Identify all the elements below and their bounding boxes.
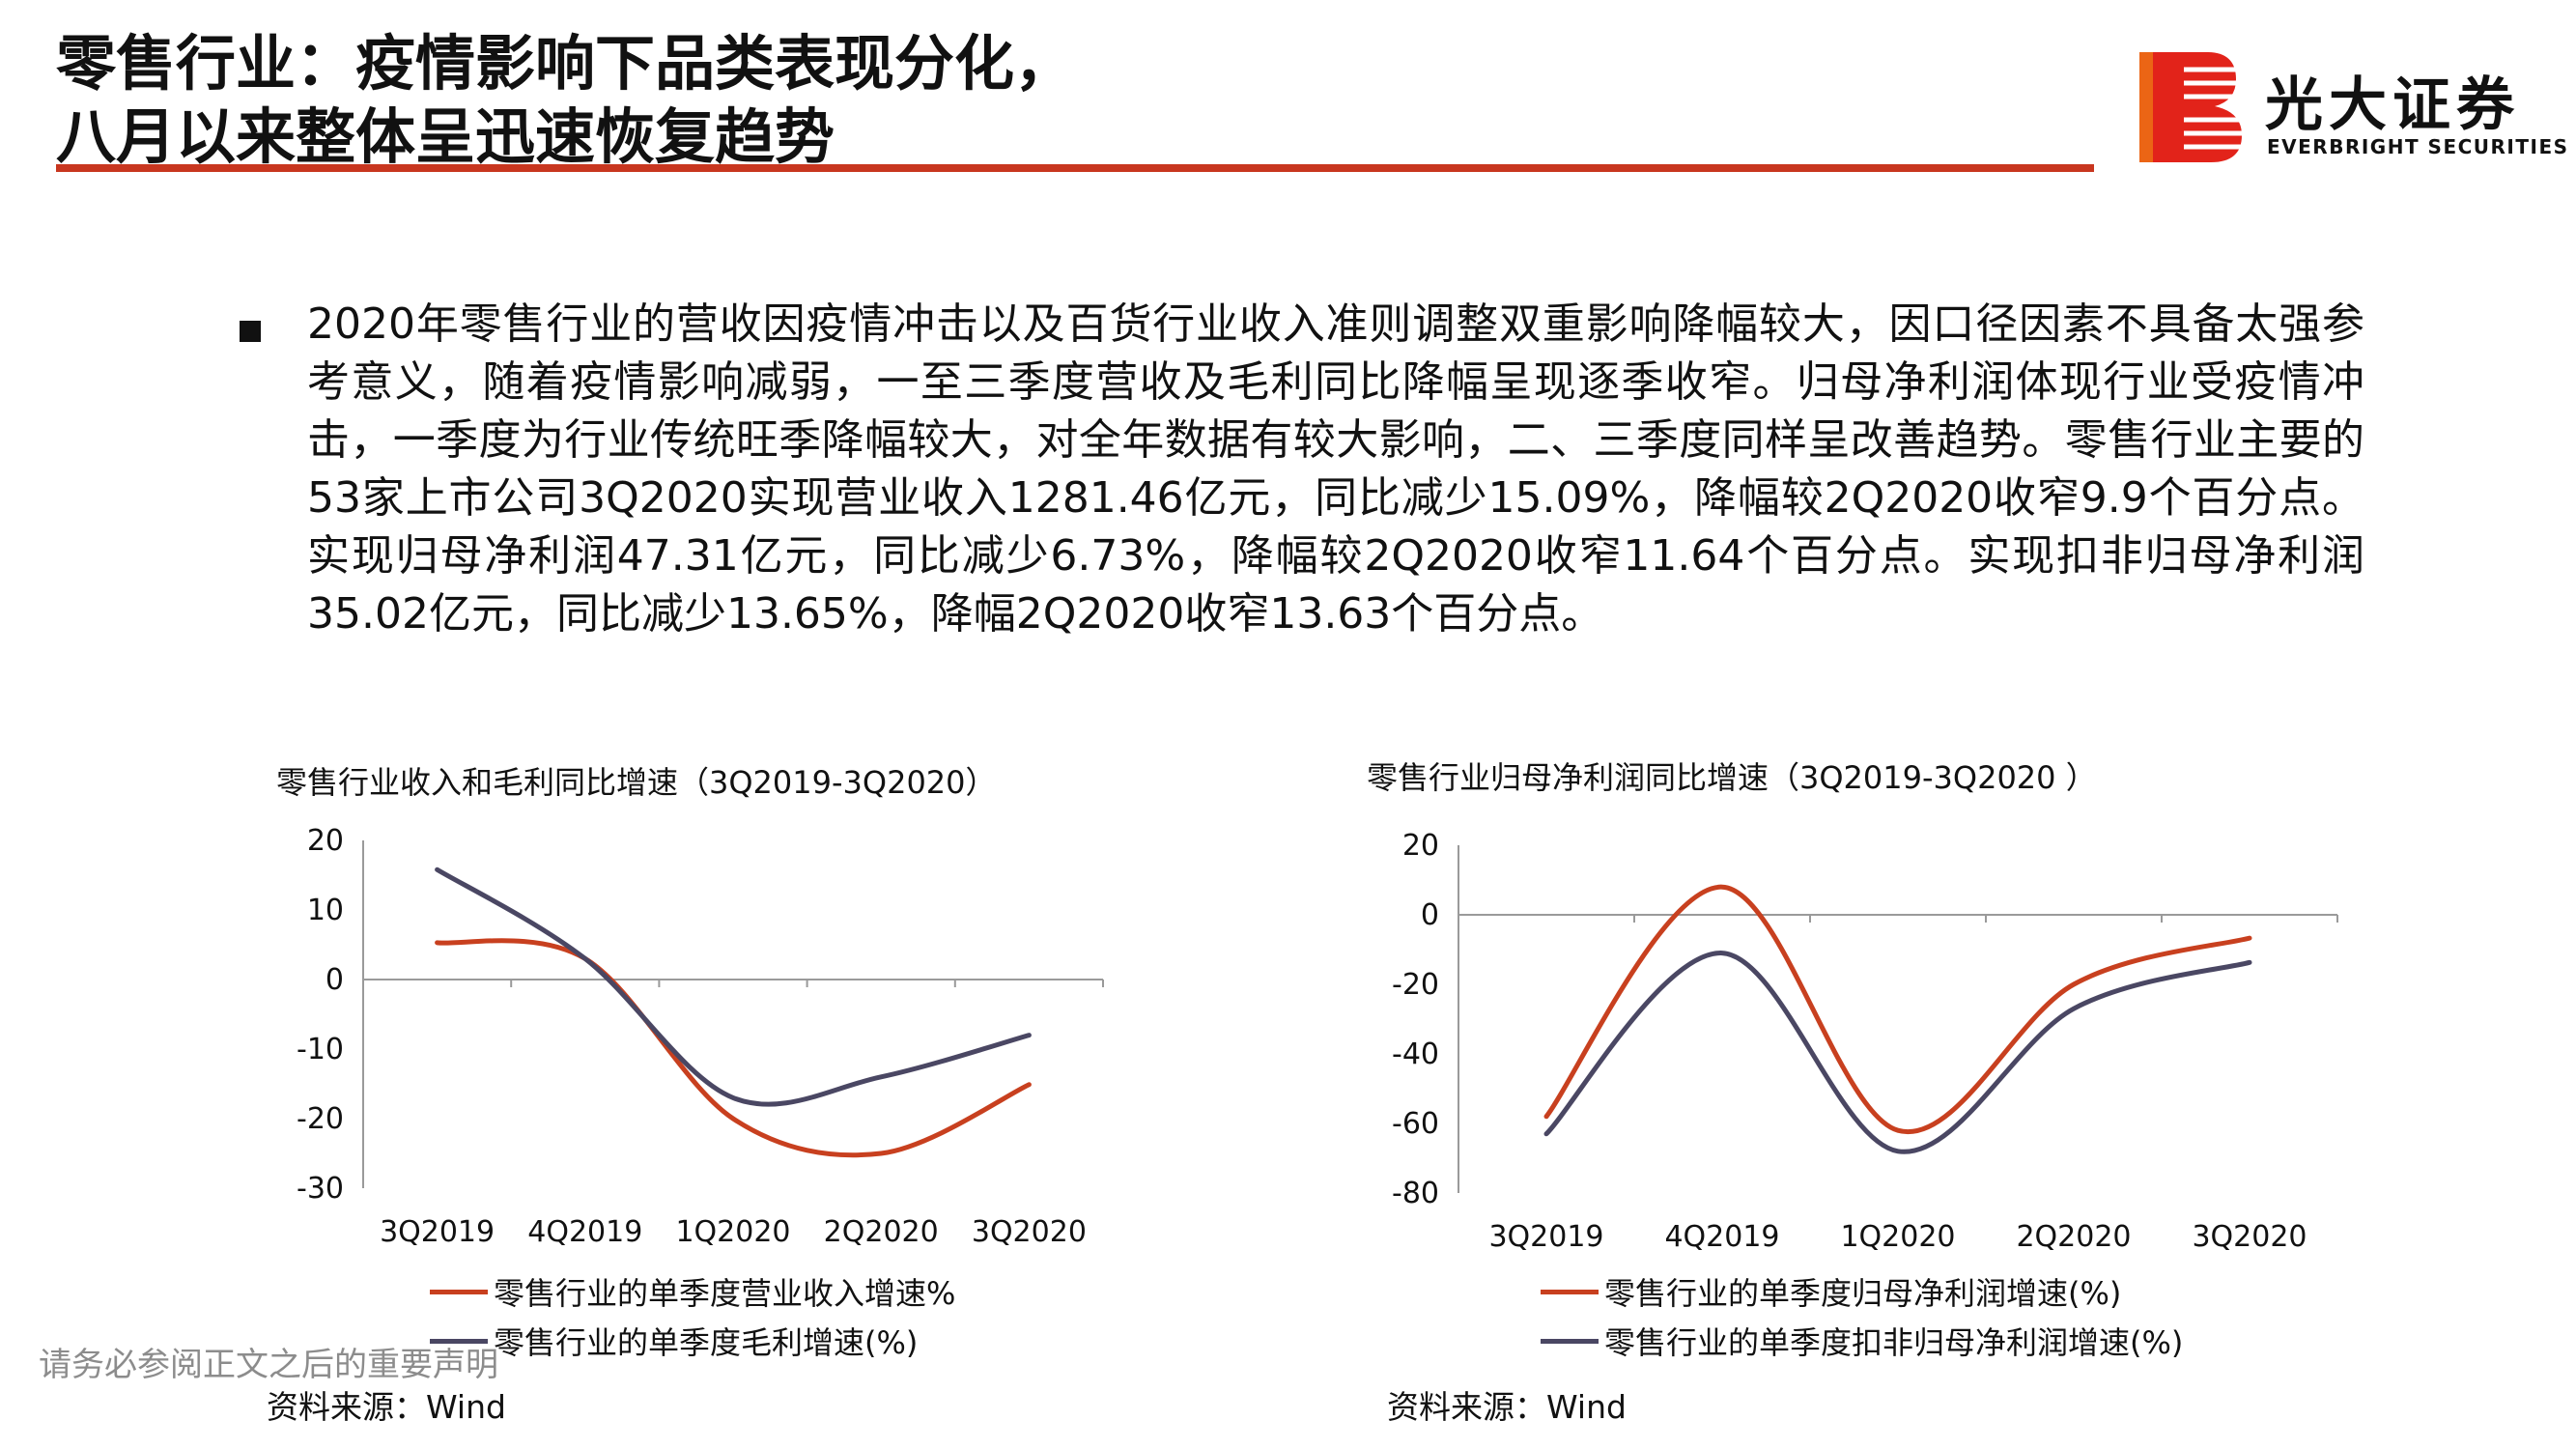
legend-swatch-gross-profit bbox=[430, 1338, 488, 1344]
legend-swatch-deducted-net-profit bbox=[1541, 1338, 1599, 1344]
y-tick-label: -30 bbox=[297, 1172, 344, 1206]
x-tick-label: 2Q2020 bbox=[2016, 1220, 2131, 1254]
everbright-logo-icon bbox=[2139, 52, 2244, 162]
legend-label: 零售行业的单季度扣非归母净利润增速(%) bbox=[1604, 1324, 2184, 1361]
y-tick-label: -20 bbox=[297, 1102, 344, 1136]
x-tick-label: 4Q2019 bbox=[1664, 1220, 1779, 1254]
logo-chinese-name: 光大证券 bbox=[2265, 71, 2520, 139]
y-tick-label: -40 bbox=[1392, 1037, 1439, 1071]
y-tick-label: -20 bbox=[1392, 968, 1439, 1002]
title-underline bbox=[56, 164, 2094, 172]
y-tick-label: 10 bbox=[307, 894, 344, 927]
x-tick-label: 1Q2020 bbox=[675, 1215, 790, 1249]
x-tick-label: 3Q2020 bbox=[972, 1215, 1087, 1249]
title-line-1: 零售行业：疫情影响下品类表现分化， bbox=[56, 28, 1075, 99]
legend-label: 零售行业的单季度毛利增速(%) bbox=[494, 1324, 919, 1361]
y-tick-label: -80 bbox=[1392, 1177, 1439, 1210]
chart-2-net-profit: 20 0 -20 -40 -60 -80 3Q2019 4Q2019 1Q2020 2Q2020 3… bbox=[1392, 829, 2338, 1254]
title-line-2: 八月以来整体呈迅速恢复趋势 bbox=[56, 101, 835, 172]
chart-1-legend-item-gross-profit: 零售行业的单季度毛利增速(%) bbox=[430, 1321, 919, 1361]
y-tick-label: 0 bbox=[1421, 898, 1439, 932]
company-logo: 光大证券 EVERBRIGHT SECURITIES bbox=[2139, 50, 2567, 166]
chart-1-source: 资料来源：Wind bbox=[267, 1388, 506, 1426]
legend-label: 零售行业的单季度归母净利润增速(%) bbox=[1604, 1275, 2122, 1312]
series-line-0 bbox=[1543, 884, 2252, 1135]
x-tick-label: 1Q2020 bbox=[1840, 1220, 1955, 1254]
legend-label: 零售行业的单季度营业收入增速% bbox=[494, 1275, 956, 1312]
chart-2-legend-item-net-profit: 零售行业的单季度归母净利润增速(%) bbox=[1541, 1272, 2122, 1312]
y-tick-label: -10 bbox=[297, 1033, 344, 1066]
y-tick-label: 20 bbox=[1402, 829, 1439, 863]
logo-english-name: EVERBRIGHT SECURITIES bbox=[2267, 135, 2569, 158]
x-tick-label: 3Q2019 bbox=[1488, 1220, 1603, 1254]
y-tick-label: -60 bbox=[1392, 1107, 1439, 1141]
chart-2-legend-item-deducted-net-profit: 零售行业的单季度扣非归母净利润增速(%) bbox=[1541, 1321, 2184, 1361]
chart-1-revenue-gross-profit: 20 10 0 -10 -20 -30 3Q2019 4Q2019 1Q2020 2Q2020 3Q… bbox=[297, 824, 1104, 1249]
legend-swatch-net-profit bbox=[1541, 1289, 1599, 1294]
page-title: 零售行业：疫情影响下品类表现分化， 八月以来整体呈迅速恢复趋势 bbox=[56, 27, 1074, 174]
x-tick-label: 2Q2020 bbox=[824, 1215, 939, 1249]
series-line-0 bbox=[435, 938, 1032, 1158]
chart-1-title: 零售行业收入和毛利同比增速（3Q2019-3Q2020） bbox=[276, 764, 997, 801]
x-tick-label: 3Q2019 bbox=[380, 1215, 495, 1249]
chart-2-source: 资料来源：Wind bbox=[1387, 1388, 1627, 1426]
x-tick-label: 3Q2020 bbox=[2192, 1220, 2307, 1254]
bullet-square-icon bbox=[240, 321, 261, 342]
legend-swatch-revenue bbox=[430, 1289, 488, 1294]
series-line-1 bbox=[435, 867, 1032, 1107]
disclaimer: 请务必参阅正文之后的重要声明 bbox=[39, 1346, 498, 1384]
chart-2-title: 零售行业归母净利润同比增速（3Q2019-3Q2020 ） bbox=[1367, 759, 2097, 796]
series-line-1 bbox=[1543, 951, 2252, 1154]
chart-1-legend-item-revenue: 零售行业的单季度营业收入增速% bbox=[430, 1272, 956, 1312]
x-tick-label: 4Q2019 bbox=[527, 1215, 642, 1249]
body-paragraph: 2020年零售行业的营收因疫情冲击以及百货行业收入准则调整双重影响降幅较大，因口… bbox=[307, 299, 2364, 639]
y-tick-label: 0 bbox=[326, 963, 344, 997]
y-tick-label: 20 bbox=[307, 824, 344, 858]
